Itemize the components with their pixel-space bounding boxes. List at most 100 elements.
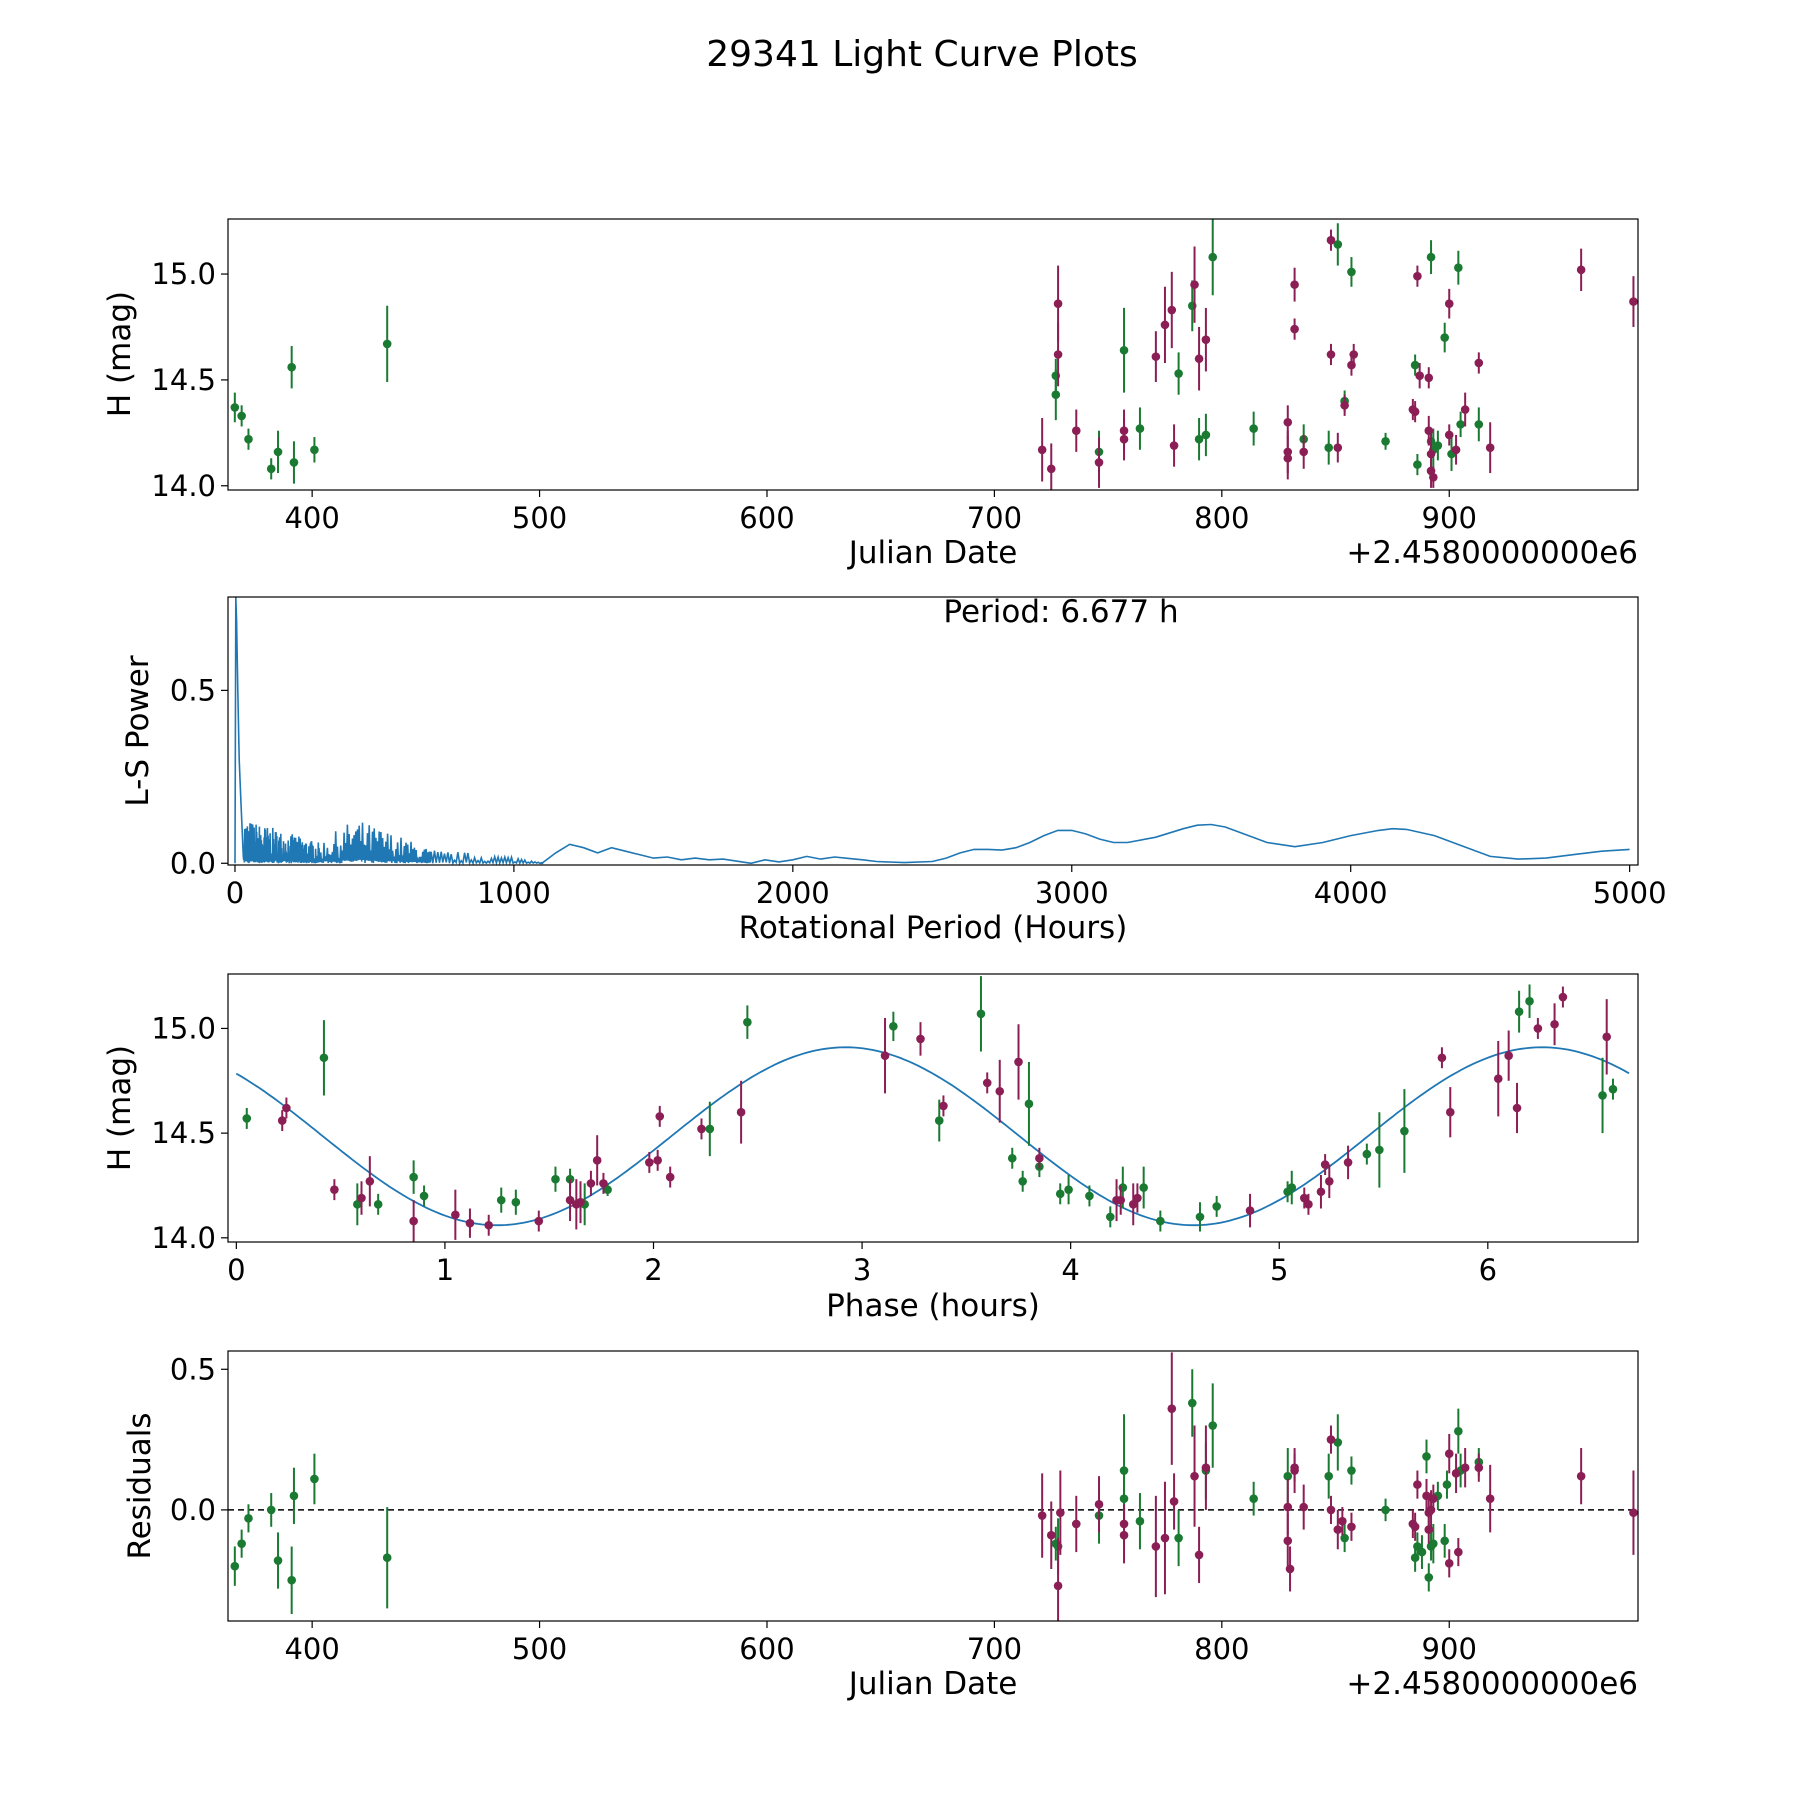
phased-purple-point [1504, 1030, 1513, 1081]
residuals-marker [1187, 1398, 1197, 1408]
light-curve-green-point [1413, 454, 1422, 476]
phased-purple-point [1343, 1145, 1353, 1180]
phased-marker [419, 1191, 429, 1201]
light-curve-marker [1474, 358, 1484, 368]
phased-green-point [1525, 984, 1534, 1018]
phased-marker [1024, 1099, 1034, 1109]
light-curve-marker [1413, 271, 1422, 281]
phased-green-point [976, 976, 986, 1052]
light-curve-green-point [1347, 257, 1356, 287]
phased-ytick-label: 14.5 [151, 1116, 216, 1150]
phased-marker [1304, 1200, 1313, 1209]
phased-marker [1400, 1126, 1409, 1136]
periodogram-xtick-label: 0 [226, 876, 244, 910]
phased-marker [565, 1195, 575, 1205]
phased-marker [1437, 1053, 1447, 1063]
phased-marker [1035, 1153, 1044, 1163]
phased-marker [373, 1200, 383, 1209]
phased-xtick-label: 0 [227, 1253, 245, 1287]
light-curve-purple-point [1576, 248, 1586, 291]
phased-marker [603, 1185, 612, 1194]
residuals-marker [1299, 1502, 1308, 1512]
light-curve-marker [1051, 390, 1061, 400]
residuals-marker [1629, 1508, 1638, 1518]
light-curve-purple-point [1460, 392, 1470, 427]
residuals-marker [1338, 1516, 1347, 1526]
light-curve-marker [1410, 407, 1420, 416]
residuals-ytick-label: 0.0 [170, 1493, 216, 1527]
phased-purple-point [665, 1166, 675, 1188]
phased-marker [534, 1216, 544, 1226]
light-curve-marker [1167, 305, 1177, 315]
residuals-purple-point [1474, 1453, 1484, 1482]
light-curve-marker [1333, 443, 1343, 452]
light-curve-marker [382, 339, 392, 349]
light-curve-purple-point [1046, 443, 1056, 490]
light-curve-marker [310, 445, 319, 455]
phased-axes-frame [227, 973, 1639, 1243]
residuals-ytick-label: 0.5 [170, 1352, 216, 1386]
residuals-purple-point [1444, 1549, 1454, 1578]
phased-marker [1212, 1202, 1221, 1211]
residuals-marker [1326, 1505, 1336, 1515]
residuals-marker [1474, 1463, 1484, 1473]
residuals-ylabel: Residuals [122, 1412, 158, 1559]
residuals-marker [266, 1505, 276, 1515]
phased-marker [982, 1078, 992, 1088]
light-curve-marker [1160, 320, 1170, 330]
residuals-purple-point [1056, 1470, 1065, 1555]
residuals-green-point [1429, 1523, 1438, 1564]
light-curve-purple-point [1410, 401, 1420, 423]
phased-purple-point [939, 1095, 948, 1117]
phased-green-point [373, 1193, 383, 1215]
light-curve-green-point [1201, 413, 1211, 457]
light-curve-xtick-label: 600 [739, 501, 794, 535]
light-curve-marker [237, 411, 246, 421]
phased-marker [1287, 1183, 1297, 1192]
light-curve-marker [1169, 441, 1179, 450]
light-curve-green-point [1333, 223, 1343, 266]
phased-purple-point [1445, 1087, 1455, 1138]
light-curve-marker [1347, 267, 1356, 277]
phased-purple-point [1245, 1193, 1255, 1228]
residuals-green-point [1174, 1509, 1183, 1567]
light-curve-purple-point [1424, 367, 1434, 389]
phased-marker [939, 1101, 948, 1111]
phased-marker [1598, 1091, 1607, 1100]
residuals-offset-text: +2.4580000000e6 [1346, 1666, 1638, 1702]
light-curve-marker [1474, 420, 1484, 429]
light-curve-marker [1290, 280, 1299, 289]
light-curve-purple-point [1340, 394, 1349, 416]
residuals-purple-point [1190, 1425, 1199, 1527]
residuals-marker [1326, 1435, 1336, 1444]
phased-xtick-label: 6 [1479, 1253, 1497, 1287]
light-curve-marker [1326, 350, 1336, 359]
light-curve-green-point [1051, 369, 1061, 421]
phased-marker [1018, 1176, 1027, 1186]
light-curve-marker [1381, 437, 1390, 446]
phased-marker [592, 1156, 602, 1165]
light-curve-ytick-label: 15.0 [151, 257, 216, 291]
light-curve-marker [230, 403, 240, 412]
residuals-green-point [287, 1546, 296, 1614]
light-curve-green-point [287, 346, 296, 389]
light-curve-marker [1283, 417, 1293, 427]
residuals-purple-point [1167, 1352, 1177, 1465]
residuals-marker [1174, 1533, 1183, 1543]
phased-purple-point [484, 1214, 494, 1236]
residuals-marker [1190, 1471, 1199, 1481]
phased-marker [1550, 1019, 1559, 1029]
phased-purple-point [1437, 1047, 1447, 1069]
residuals-purple-point [1347, 1512, 1356, 1541]
light-curve-xtick-label: 800 [1194, 501, 1249, 535]
phased-purple-point [409, 1200, 418, 1242]
phased-marker [551, 1174, 560, 1184]
phased-purple-point [576, 1181, 585, 1224]
phased-marker [1493, 1074, 1503, 1083]
light-curve-marker [1174, 369, 1183, 378]
phased-marker [1558, 992, 1568, 1002]
phased-purple-point [1304, 1193, 1313, 1215]
phased-purple-point [1116, 1185, 1126, 1215]
phased-marker [1007, 1153, 1017, 1163]
phased-marker [1602, 1032, 1612, 1042]
